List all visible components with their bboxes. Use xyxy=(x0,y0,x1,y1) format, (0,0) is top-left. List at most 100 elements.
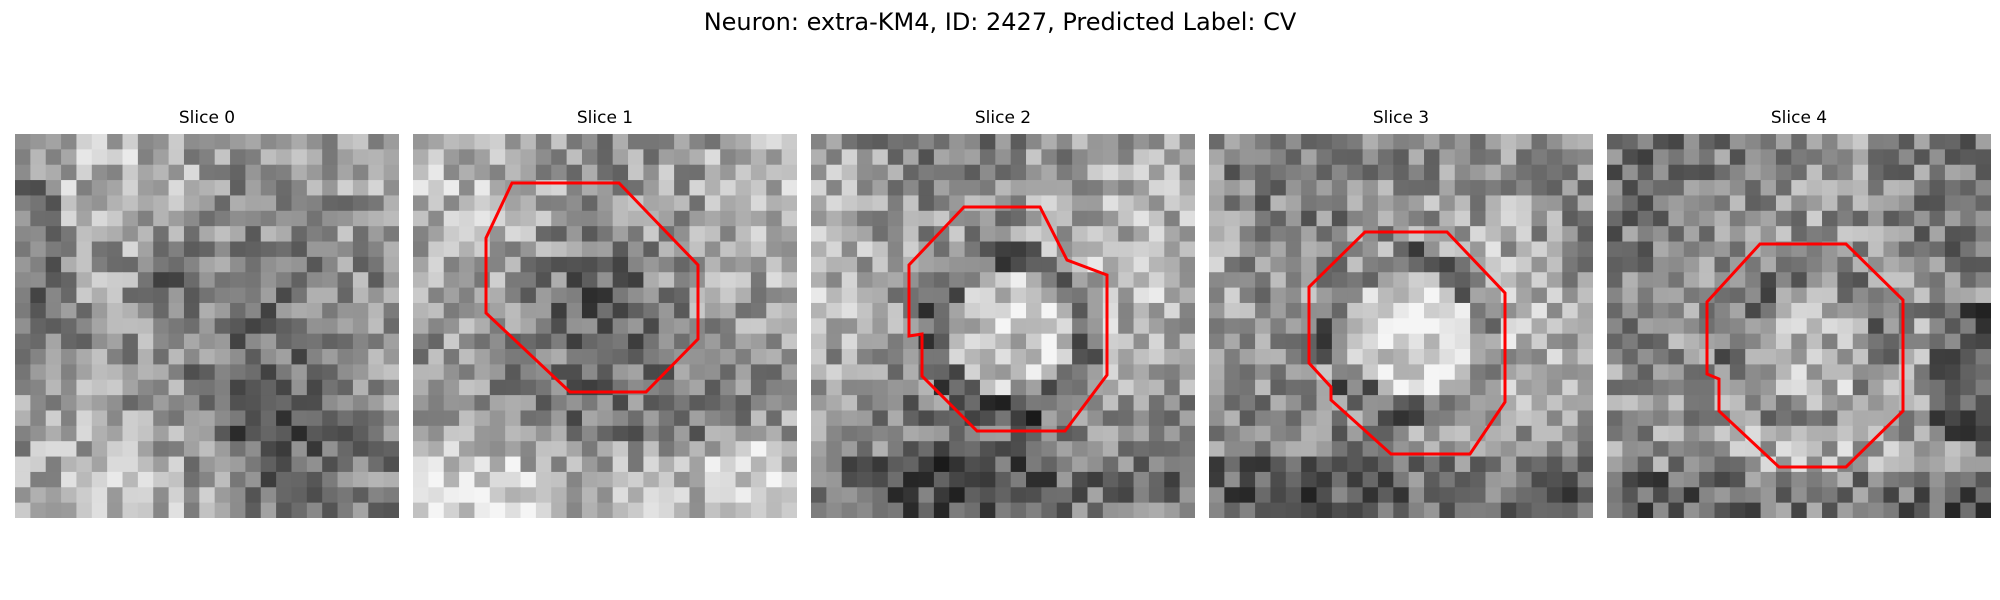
pixel-cell xyxy=(628,195,644,212)
pixel-cell xyxy=(903,210,919,227)
pixel-cell xyxy=(137,134,154,150)
pixel-cell xyxy=(1041,195,1058,212)
pixel-cell xyxy=(1546,272,1563,288)
pixel-cell xyxy=(735,180,752,196)
pixel-cell xyxy=(1791,410,1808,427)
pixel-cell xyxy=(1729,395,1746,411)
pixel-cell xyxy=(368,441,385,457)
pixel-cell xyxy=(841,410,858,427)
pixel-cell xyxy=(1041,287,1058,304)
pixel-cell xyxy=(674,410,690,427)
pixel-cell xyxy=(1806,149,1823,166)
pixel-cell xyxy=(122,410,139,427)
pixel-cell xyxy=(781,425,797,442)
pixel-cell xyxy=(1929,180,1946,196)
pixel-cell xyxy=(1531,425,1548,442)
pixel-cell xyxy=(30,364,47,381)
pixel-cell xyxy=(322,379,338,396)
pixel-cell xyxy=(1944,333,1961,350)
pixel-cell xyxy=(826,180,843,196)
pixel-cell xyxy=(1607,471,1623,488)
pixel-cell xyxy=(1393,287,1410,304)
pixel-cell xyxy=(1133,487,1150,504)
pixel-cell xyxy=(1883,456,1900,473)
pixel-cell xyxy=(230,487,246,504)
pixel-cell xyxy=(1622,333,1639,350)
pixel-cell xyxy=(612,164,629,181)
pixel-cell xyxy=(337,180,354,196)
pixel-cell xyxy=(964,471,981,488)
pixel-cell xyxy=(368,210,385,227)
pixel-cell xyxy=(964,180,981,196)
pixel-cell xyxy=(658,210,675,227)
pixel-cell xyxy=(1760,302,1777,319)
pixel-cell xyxy=(964,318,981,335)
pixel-cell xyxy=(1975,180,1991,196)
pixel-cell xyxy=(1531,164,1548,181)
pixel-cell xyxy=(428,349,445,365)
pixel-cell xyxy=(612,210,629,227)
pixel-cell xyxy=(1852,302,1869,319)
pixel-cell xyxy=(1347,410,1363,427)
pixel-cell xyxy=(979,226,996,242)
pixel-cell xyxy=(1102,425,1119,442)
pixel-cell xyxy=(1745,195,1761,212)
pixel-cell xyxy=(505,272,521,288)
pixel-cell xyxy=(1607,164,1623,181)
pixel-cell xyxy=(720,210,736,227)
pixel-cell xyxy=(459,425,475,442)
pixel-cell xyxy=(383,302,399,319)
pixel-cell xyxy=(1775,425,1792,442)
pixel-cell xyxy=(1224,441,1241,457)
pixel-cell xyxy=(122,502,139,518)
pixel-cell xyxy=(276,287,292,304)
pixel-cell xyxy=(1960,471,1977,488)
pixel-cell xyxy=(1010,456,1027,473)
pixel-cell xyxy=(597,287,614,304)
pixel-cell xyxy=(45,149,62,166)
pixel-cell xyxy=(428,272,445,288)
pixel-cell xyxy=(1622,487,1639,504)
pixel-cell xyxy=(1531,487,1548,504)
pixel-cell xyxy=(704,256,721,273)
pixel-cell xyxy=(137,195,154,212)
pixel-cell xyxy=(76,425,93,442)
pixel-cell xyxy=(1087,164,1104,181)
pixel-cell xyxy=(581,502,598,518)
pixel-cell xyxy=(1868,302,1884,319)
pixel-cell xyxy=(612,441,629,457)
pixel-cell xyxy=(428,241,445,258)
pixel-cell xyxy=(933,134,950,150)
pixel-cell xyxy=(1362,441,1379,457)
pixel-cell xyxy=(122,164,139,181)
pixel-cell xyxy=(489,502,506,518)
pixel-cell xyxy=(949,195,965,212)
pixel-cell xyxy=(1179,226,1195,242)
pixel-cell xyxy=(1118,241,1134,258)
pixel-cell xyxy=(15,180,31,196)
pixel-cell xyxy=(1362,272,1379,288)
pixel-cell xyxy=(1331,425,1348,442)
pixel-cell xyxy=(1270,410,1287,427)
pixel-cell xyxy=(76,302,93,319)
pixel-cell xyxy=(1285,195,1302,212)
pixel-cell xyxy=(720,180,736,196)
pixel-cell xyxy=(1960,149,1977,166)
pixel-cell xyxy=(1852,379,1869,396)
pixel-cell xyxy=(1041,502,1058,518)
pixel-cell xyxy=(245,456,262,473)
pixel-cell xyxy=(1347,287,1363,304)
pixel-cell xyxy=(1883,364,1900,381)
pixel-cell xyxy=(1270,456,1287,473)
pixel-cell xyxy=(505,210,521,227)
pixel-cell xyxy=(1898,210,1915,227)
pixel-cell xyxy=(964,256,981,273)
pixel-cell xyxy=(1714,134,1731,150)
pixel-cell xyxy=(1026,379,1042,396)
pixel-cell xyxy=(1026,502,1042,518)
pixel-cell xyxy=(443,272,460,288)
pixel-cell xyxy=(199,149,216,166)
pixel-cell xyxy=(887,149,904,166)
pixel-cell xyxy=(245,226,262,242)
pixel-cell xyxy=(1975,226,1991,242)
